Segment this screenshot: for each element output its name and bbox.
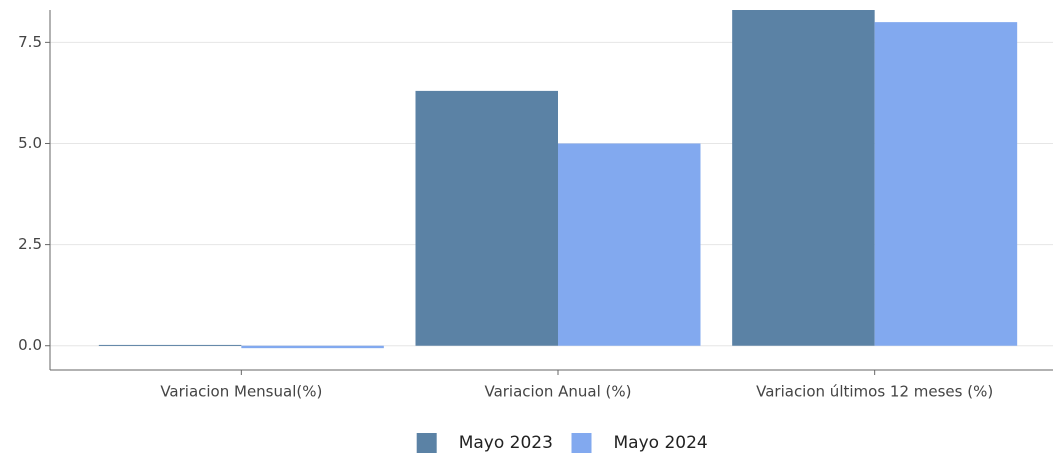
legend-swatch [416,433,437,453]
y-tick-label: 5.0 [18,134,42,152]
bar [732,10,875,346]
x-tick-label: Variacion Anual (%) [484,383,631,401]
bar [98,344,242,346]
legend-label: Mayo 2023 [459,433,553,453]
y-tick-label: 2.5 [18,235,42,253]
y-tick-label: 7.5 [18,33,42,51]
x-tick-label: Variacion Mensual(%) [160,383,322,401]
bar [415,90,558,346]
y-tick-label: 0.0 [18,336,42,354]
bar [241,345,384,349]
legend-label: Mayo 2024 [614,433,708,453]
bar [874,22,1018,346]
bar [558,143,701,346]
legend-swatch [571,433,592,453]
x-tick-label: Variacion últimos 12 meses (%) [756,383,993,401]
